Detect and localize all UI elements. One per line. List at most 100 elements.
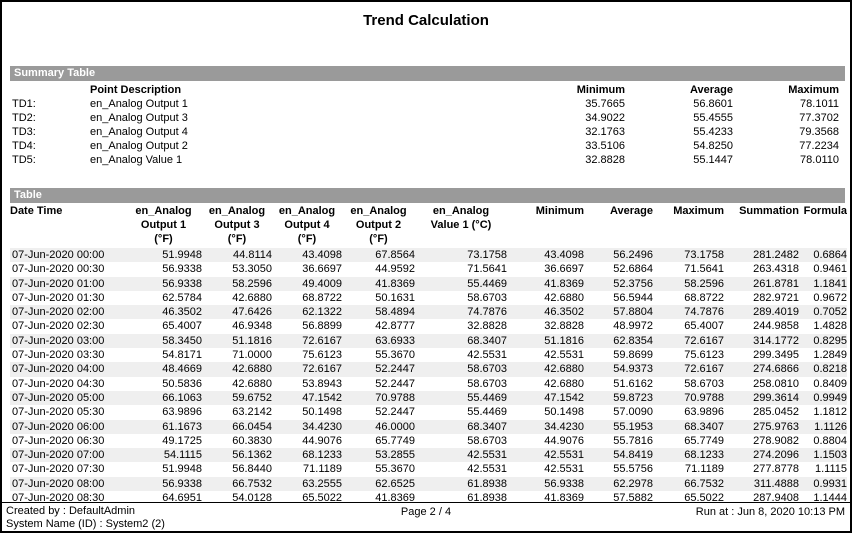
cell-value: 70.9788 [375,391,415,404]
table-row: 07-Jun-2020 03:00 58.3450 51.1816 72.6167 63… [10,333,847,349]
footer-system-name: System Name (ID) : System2 (2) [6,518,165,530]
cell-value: 55.3670 [375,463,415,476]
summary-row: TD4: en_Analog Output 2 33.5106 54.8250 77.2… [10,139,839,153]
cell-value: 68.3407 [684,420,724,433]
cell-datetime: 07-Jun-2020 02:00 [12,306,105,319]
cell-value: 285.0452 [753,406,799,419]
cell-value: 50.1498 [302,406,342,419]
column-header: en_Analog Output 4 (°F) [272,204,342,248]
cell-value: 74.7876 [684,306,724,319]
cell-value: 50.5836 [162,377,202,390]
cell-value: 299.3614 [753,391,799,404]
table-row: 07-Jun-2020 03:30 54.8171 71.0000 75.6123 55… [10,348,847,362]
column-header-line: Minimum [535,205,584,217]
cell-value: 314.1772 [753,334,799,347]
cell-value: 34.4230 [544,420,584,433]
cell-value: 59.8699 [613,349,653,362]
cell-value: 1.1503 [813,449,847,462]
cell-value: 63.6933 [375,334,415,347]
table-row: 07-Jun-2020 06:30 49.1725 60.3830 44.9076 65… [10,434,847,448]
cell-value: 66.7532 [684,477,724,490]
cell-value: 55.5756 [613,463,653,476]
summary-cell-description: en_Analog Output 3 [90,112,188,124]
cell-value: 0.9931 [813,477,847,490]
cell-value: 263.4318 [753,263,799,276]
summary-cell-minimum: 32.1763 [585,126,625,138]
cell-value: 61.8938 [467,492,507,505]
cell-value: 62.8354 [613,334,653,347]
table-row: 07-Jun-2020 07:30 51.9948 56.8440 71.1189 55… [10,462,847,476]
column-header: Minimum [507,204,584,248]
cell-value: 68.8722 [302,291,342,304]
cell-datetime: 07-Jun-2020 04:30 [12,377,105,390]
cell-value: 50.1631 [375,291,415,304]
cell-value: 1.1115 [814,463,847,476]
cell-datetime: 07-Jun-2020 03:00 [12,334,105,347]
cell-value: 47.6426 [232,306,272,319]
cell-datetime: 07-Jun-2020 07:00 [12,449,105,462]
cell-value: 58.6703 [467,291,507,304]
cell-value: 68.8722 [684,291,724,304]
table-row: 07-Jun-2020 02:00 46.3502 47.6426 62.1322 58… [10,305,847,320]
cell-value: 53.2855 [375,449,415,462]
cell-value: 58.4894 [375,306,415,319]
cell-value: 44.9076 [302,434,342,447]
cell-value: 75.6123 [684,349,724,362]
cell-value: 42.8777 [375,320,415,333]
column-header-line: Output 3 [214,219,260,231]
column-header: en_Analog Value 1 (°C) [415,204,507,248]
summary-header-average: Average [689,84,733,96]
column-header-line: Output 2 [355,219,402,231]
cell-value: 0.7052 [813,306,847,319]
cell-value: 51.6162 [613,377,653,390]
column-header: Maximum [653,204,724,248]
summary-cell-maximum: 77.3702 [799,112,839,124]
cell-value: 244.9858 [753,320,799,333]
table-row: 07-Jun-2020 08:30 64.6951 54.0128 65.5022 41… [10,491,847,505]
table-row: 07-Jun-2020 01:30 62.5784 42.6880 68.8722 50… [10,291,847,305]
table-row: 07-Jun-2020 06:00 61.1673 66.0454 34.4230 46… [10,419,847,434]
cell-value: 65.4007 [162,320,202,333]
cell-value: 52.3756 [613,277,653,290]
cell-value: 56.9338 [544,477,584,490]
cell-value: 59.6752 [232,391,272,404]
cell-value: 60.3830 [232,434,272,447]
cell-value: 51.1816 [232,334,272,347]
column-header-line: Formula [803,205,847,217]
cell-value: 62.1322 [302,306,342,319]
cell-value: 277.8778 [753,463,799,476]
cell-value: 68.1233 [302,449,342,462]
summary-cell-minimum: 33.5106 [585,140,625,152]
cell-datetime: 07-Jun-2020 01:30 [12,291,105,304]
cell-value: 49.1725 [162,434,202,447]
summary-header-row: Point Description Minimum Average Maximu… [10,83,839,97]
cell-value: 36.6697 [302,263,342,276]
summary-cell-description: en_Analog Value 1 [90,154,183,166]
cell-value: 42.5531 [544,349,584,362]
cell-value: 71.5641 [467,263,507,276]
cell-value: 68.3407 [467,420,507,433]
cell-datetime: 07-Jun-2020 05:00 [12,391,105,404]
cell-value: 34.4230 [302,420,342,433]
cell-value: 51.1816 [544,334,584,347]
column-header-line: Output 4 [284,219,330,231]
cell-value: 51.9948 [162,463,202,476]
cell-value: 66.7532 [232,477,272,490]
cell-value: 54.8171 [162,349,202,362]
cell-value: 63.9896 [162,406,202,419]
table-row: 07-Jun-2020 05:30 63.9896 63.2142 50.1498 52… [10,405,847,419]
cell-value: 57.5882 [613,492,653,505]
cell-datetime: 07-Jun-2020 00:30 [12,263,105,276]
cell-value: 32.8828 [544,320,584,333]
cell-value: 52.2447 [375,363,415,376]
column-header: Date Time [10,204,125,248]
cell-value: 0.8804 [813,434,847,447]
cell-value: 59.8723 [613,391,653,404]
cell-value: 41.8369 [544,277,584,290]
cell-datetime: 07-Jun-2020 01:00 [12,277,105,290]
summary-cell-minimum: 32.8828 [585,154,625,166]
cell-value: 51.9948 [162,249,202,261]
cell-value: 63.2555 [302,477,342,490]
cell-value: 44.9076 [544,434,584,447]
summary-cell-id: TD4: [12,140,36,152]
